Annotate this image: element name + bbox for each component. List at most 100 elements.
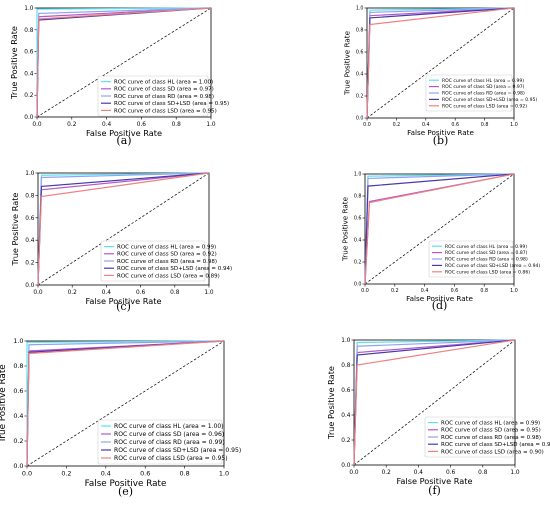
panel-caption: (e) xyxy=(118,485,133,498)
y-tick-label: 0.6 xyxy=(341,388,351,394)
plot-frame xyxy=(353,339,516,466)
legend-entry: ROC curve of class RD (area = 0.98) xyxy=(117,259,217,265)
roc-curve-line xyxy=(353,339,516,466)
y-tick-label: 0.6 xyxy=(356,50,364,56)
chance-diagonal-line xyxy=(26,340,225,467)
plot-frame xyxy=(364,173,515,285)
y-axis-label: True Positive Rate xyxy=(341,196,350,262)
y-tick-label: 0.4 xyxy=(341,413,351,419)
legend-entry: ROC curve of class SD (area = 0.96) xyxy=(114,431,224,438)
legend-entry: ROC curve of class SD (area = 0.95) xyxy=(441,428,541,434)
legend-entry: ROC curve of class SD (area = 0.97) xyxy=(442,84,525,90)
x-tick-label: 1.0 xyxy=(206,122,216,128)
y-tick-label: 0.8 xyxy=(354,194,362,200)
roc-panel-b: 0.0 0.2 0.4 0.6 0.8 1.0 0.0 0.2 0.4 0.6 0.8 1.0 Fals… xyxy=(343,6,538,147)
legend-entry: ROC curve of class SD+LSD (area = 0.95) xyxy=(114,447,241,454)
y-tick-label: 0.0 xyxy=(341,463,351,469)
legend-entry: ROC curve of class LSD (area = 0.89) xyxy=(117,273,220,279)
x-tick-label: 0.6 xyxy=(446,470,456,476)
y-axis-label: True Positive Rate xyxy=(10,193,20,267)
y-tick-label: 1.0 xyxy=(341,338,351,344)
y-tick-label: 0.4 xyxy=(354,238,362,244)
legend-entry: ROC curve of class RD (area = 0.98) xyxy=(442,91,525,97)
x-axis-label: False Positive Rate xyxy=(396,476,472,486)
y-tick-label: 1.0 xyxy=(13,337,23,345)
legend-entry: ROC curve of class SD+LSD (area = 0.95) xyxy=(442,97,537,103)
roc-curve-line xyxy=(364,173,515,285)
panel-caption: (b) xyxy=(433,134,449,147)
panel-caption: (d) xyxy=(432,299,448,312)
y-tick-label: 0.2 xyxy=(13,437,23,445)
panel-caption: (c) xyxy=(116,300,131,313)
x-tick-label: 0.4 xyxy=(414,470,424,476)
legend: ROC curve of class HL (area = 0.99)ROC c… xyxy=(428,240,540,278)
y-tick-label: 0.0 xyxy=(356,116,364,122)
y-axis-label: True Positive Rate xyxy=(343,30,352,96)
x-tick-label: 0.6 xyxy=(137,122,147,128)
legend-entry: ROC curve of class RD (area = 0.98) xyxy=(114,94,214,100)
y-tick-label: 0.4 xyxy=(24,71,34,77)
y-tick-label: 1.0 xyxy=(25,171,35,177)
y-tick-label: 0.2 xyxy=(356,94,364,100)
roc-panel-f: 0.0 0.2 0.4 0.6 0.8 1.0 0.0 0.2 0.4 0.6 0.8 1.0 Fals… xyxy=(326,338,550,497)
x-tick-label: 0.8 xyxy=(170,290,180,296)
legend-box xyxy=(100,240,206,282)
x-tick-label: 0.0 xyxy=(33,290,43,296)
legend-box xyxy=(428,240,514,278)
x-tick-label: 0.0 xyxy=(22,469,32,477)
y-tick-label: 1.0 xyxy=(354,172,362,178)
x-tick-label: 0.2 xyxy=(382,470,392,476)
x-tick-label: 0.0 xyxy=(361,288,369,294)
y-tick-label: 0.6 xyxy=(25,216,35,222)
roc-panel-c: 0.0 0.2 0.4 0.6 0.8 1.0 0.0 0.2 0.4 0.6 0.8 1.0 Fals… xyxy=(10,171,232,313)
legend-entry: ROC curve of class LSD (area = 0.95) xyxy=(114,455,228,462)
legend-entry: ROC curve of class RD (area = 0.98) xyxy=(441,435,541,441)
y-tick-label: 0.6 xyxy=(24,50,34,56)
legend-entry: ROC curve of class LSD (area = 0.90) xyxy=(441,449,544,455)
y-tick-label: 0.8 xyxy=(13,362,23,370)
legend-entry: ROC curve of class SD+LSD (area = 0.94) xyxy=(445,263,540,269)
y-tick-label: 0.0 xyxy=(354,282,362,288)
legend-entry: ROC curve of class LSD (area = 0.92) xyxy=(442,103,527,109)
legend-entry: ROC curve of class HL (area = 0.99) xyxy=(441,421,540,427)
y-tick-label: 0.6 xyxy=(13,387,23,395)
y-axis-label: True Positive Rate xyxy=(9,26,19,100)
legend-entry: ROC curve of class SD (area = 0.92) xyxy=(117,252,217,258)
legend-box xyxy=(425,74,513,112)
legend-entry: ROC curve of class HL (area = 0.99) xyxy=(117,245,216,251)
x-axis-label: False Positive Rate xyxy=(85,479,167,489)
y-tick-label: 0.8 xyxy=(356,28,364,34)
y-tick-label: 0.2 xyxy=(24,93,34,99)
legend-box xyxy=(97,419,223,465)
roc-curve-line xyxy=(364,173,515,285)
chance-diagonal-line xyxy=(364,173,515,285)
legend-entry: ROC curve of class SD+LSD (area = 0.94) xyxy=(117,266,232,272)
x-tick-label: 0.0 xyxy=(32,122,42,128)
y-tick-label: 0.8 xyxy=(341,363,351,369)
legend: ROC curve of class HL (area = 1.00)ROC c… xyxy=(97,75,229,117)
x-tick-label: 0.6 xyxy=(140,469,150,477)
x-axis-label: False Positive Rate xyxy=(86,128,162,138)
y-tick-label: 1.0 xyxy=(356,6,364,12)
y-tick-label: 0.8 xyxy=(25,193,35,199)
legend-entry: ROC curve of class HL (area = 1.00) xyxy=(114,80,213,86)
y-tick-label: 1.0 xyxy=(24,6,34,12)
legend-entry: ROC curve of class LSD (area = 0.95) xyxy=(114,108,217,114)
y-tick-label: 0.2 xyxy=(341,438,351,444)
legend-entry: ROC curve of class RD (area = 0.98) xyxy=(445,257,528,263)
x-axis-label: False Positive Rate xyxy=(407,128,474,137)
legend-entry: ROC curve of class SD (area = 0.97) xyxy=(114,87,214,93)
legend-entry: ROC curve of class SD (area = 0.87) xyxy=(445,250,528,256)
roc-curve-line xyxy=(366,7,515,119)
plot-frame xyxy=(366,7,515,119)
x-tick-label: 0.0 xyxy=(349,470,359,476)
y-tick-label: 0.4 xyxy=(356,72,364,78)
y-tick-label: 0.0 xyxy=(13,462,23,470)
legend: ROC curve of class HL (area = 0.99)ROC c… xyxy=(100,240,232,282)
x-tick-label: 0.4 xyxy=(102,122,112,128)
y-tick-label: 0.8 xyxy=(24,28,34,34)
x-tick-label: 0.8 xyxy=(180,469,190,477)
y-tick-label: 0.0 xyxy=(25,283,35,289)
legend-box xyxy=(424,416,514,458)
